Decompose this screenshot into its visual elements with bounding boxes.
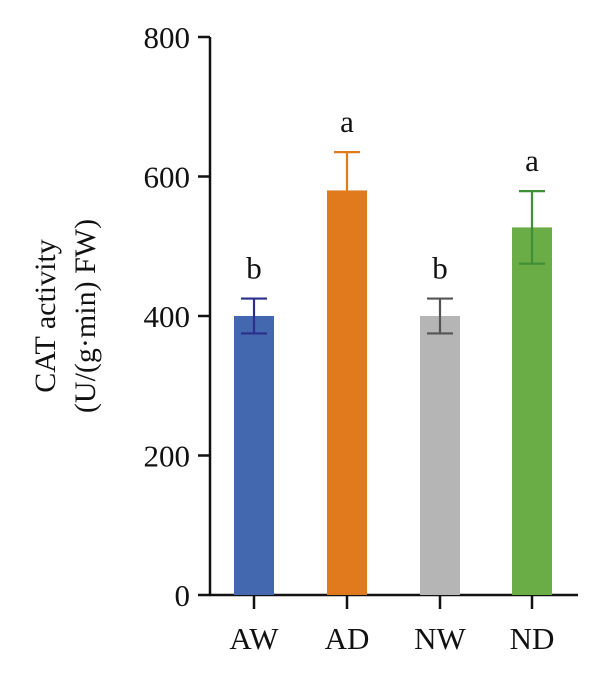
- significance-label-nd: a: [525, 143, 539, 178]
- x-tick-label-nw: NW: [414, 621, 466, 656]
- bar-ad: [327, 190, 367, 595]
- y-tick-label: 400: [144, 299, 191, 334]
- significance-label-aw: b: [246, 251, 262, 286]
- significance-label-nw: b: [432, 251, 448, 286]
- significance-labels: b a b a: [246, 104, 539, 285]
- y-axis-title-line-2: (U/(g·min) FW): [69, 219, 102, 413]
- y-tick-label: 200: [144, 439, 191, 474]
- bars: [234, 190, 552, 596]
- y-tick-label: 0: [175, 578, 191, 613]
- x-tick-label-aw: AW: [229, 621, 279, 656]
- bar-nw: [420, 316, 460, 595]
- y-ticks: 0 200 400 600 800: [144, 20, 210, 613]
- significance-label-ad: a: [340, 104, 354, 139]
- bar-nd: [512, 227, 552, 596]
- y-axis-title-line-1: CAT activity: [29, 239, 62, 393]
- y-axis-title: CAT activity (U/(g·min) FW): [29, 219, 102, 413]
- y-tick-label: 800: [144, 20, 191, 55]
- x-tick-label-ad: AD: [325, 621, 370, 656]
- error-bars: [241, 150, 545, 335]
- y-tick-label: 600: [144, 160, 191, 195]
- bar-aw: [234, 316, 274, 595]
- x-ticks: AW AD NW ND: [229, 595, 554, 656]
- x-tick-label-nd: ND: [510, 621, 555, 656]
